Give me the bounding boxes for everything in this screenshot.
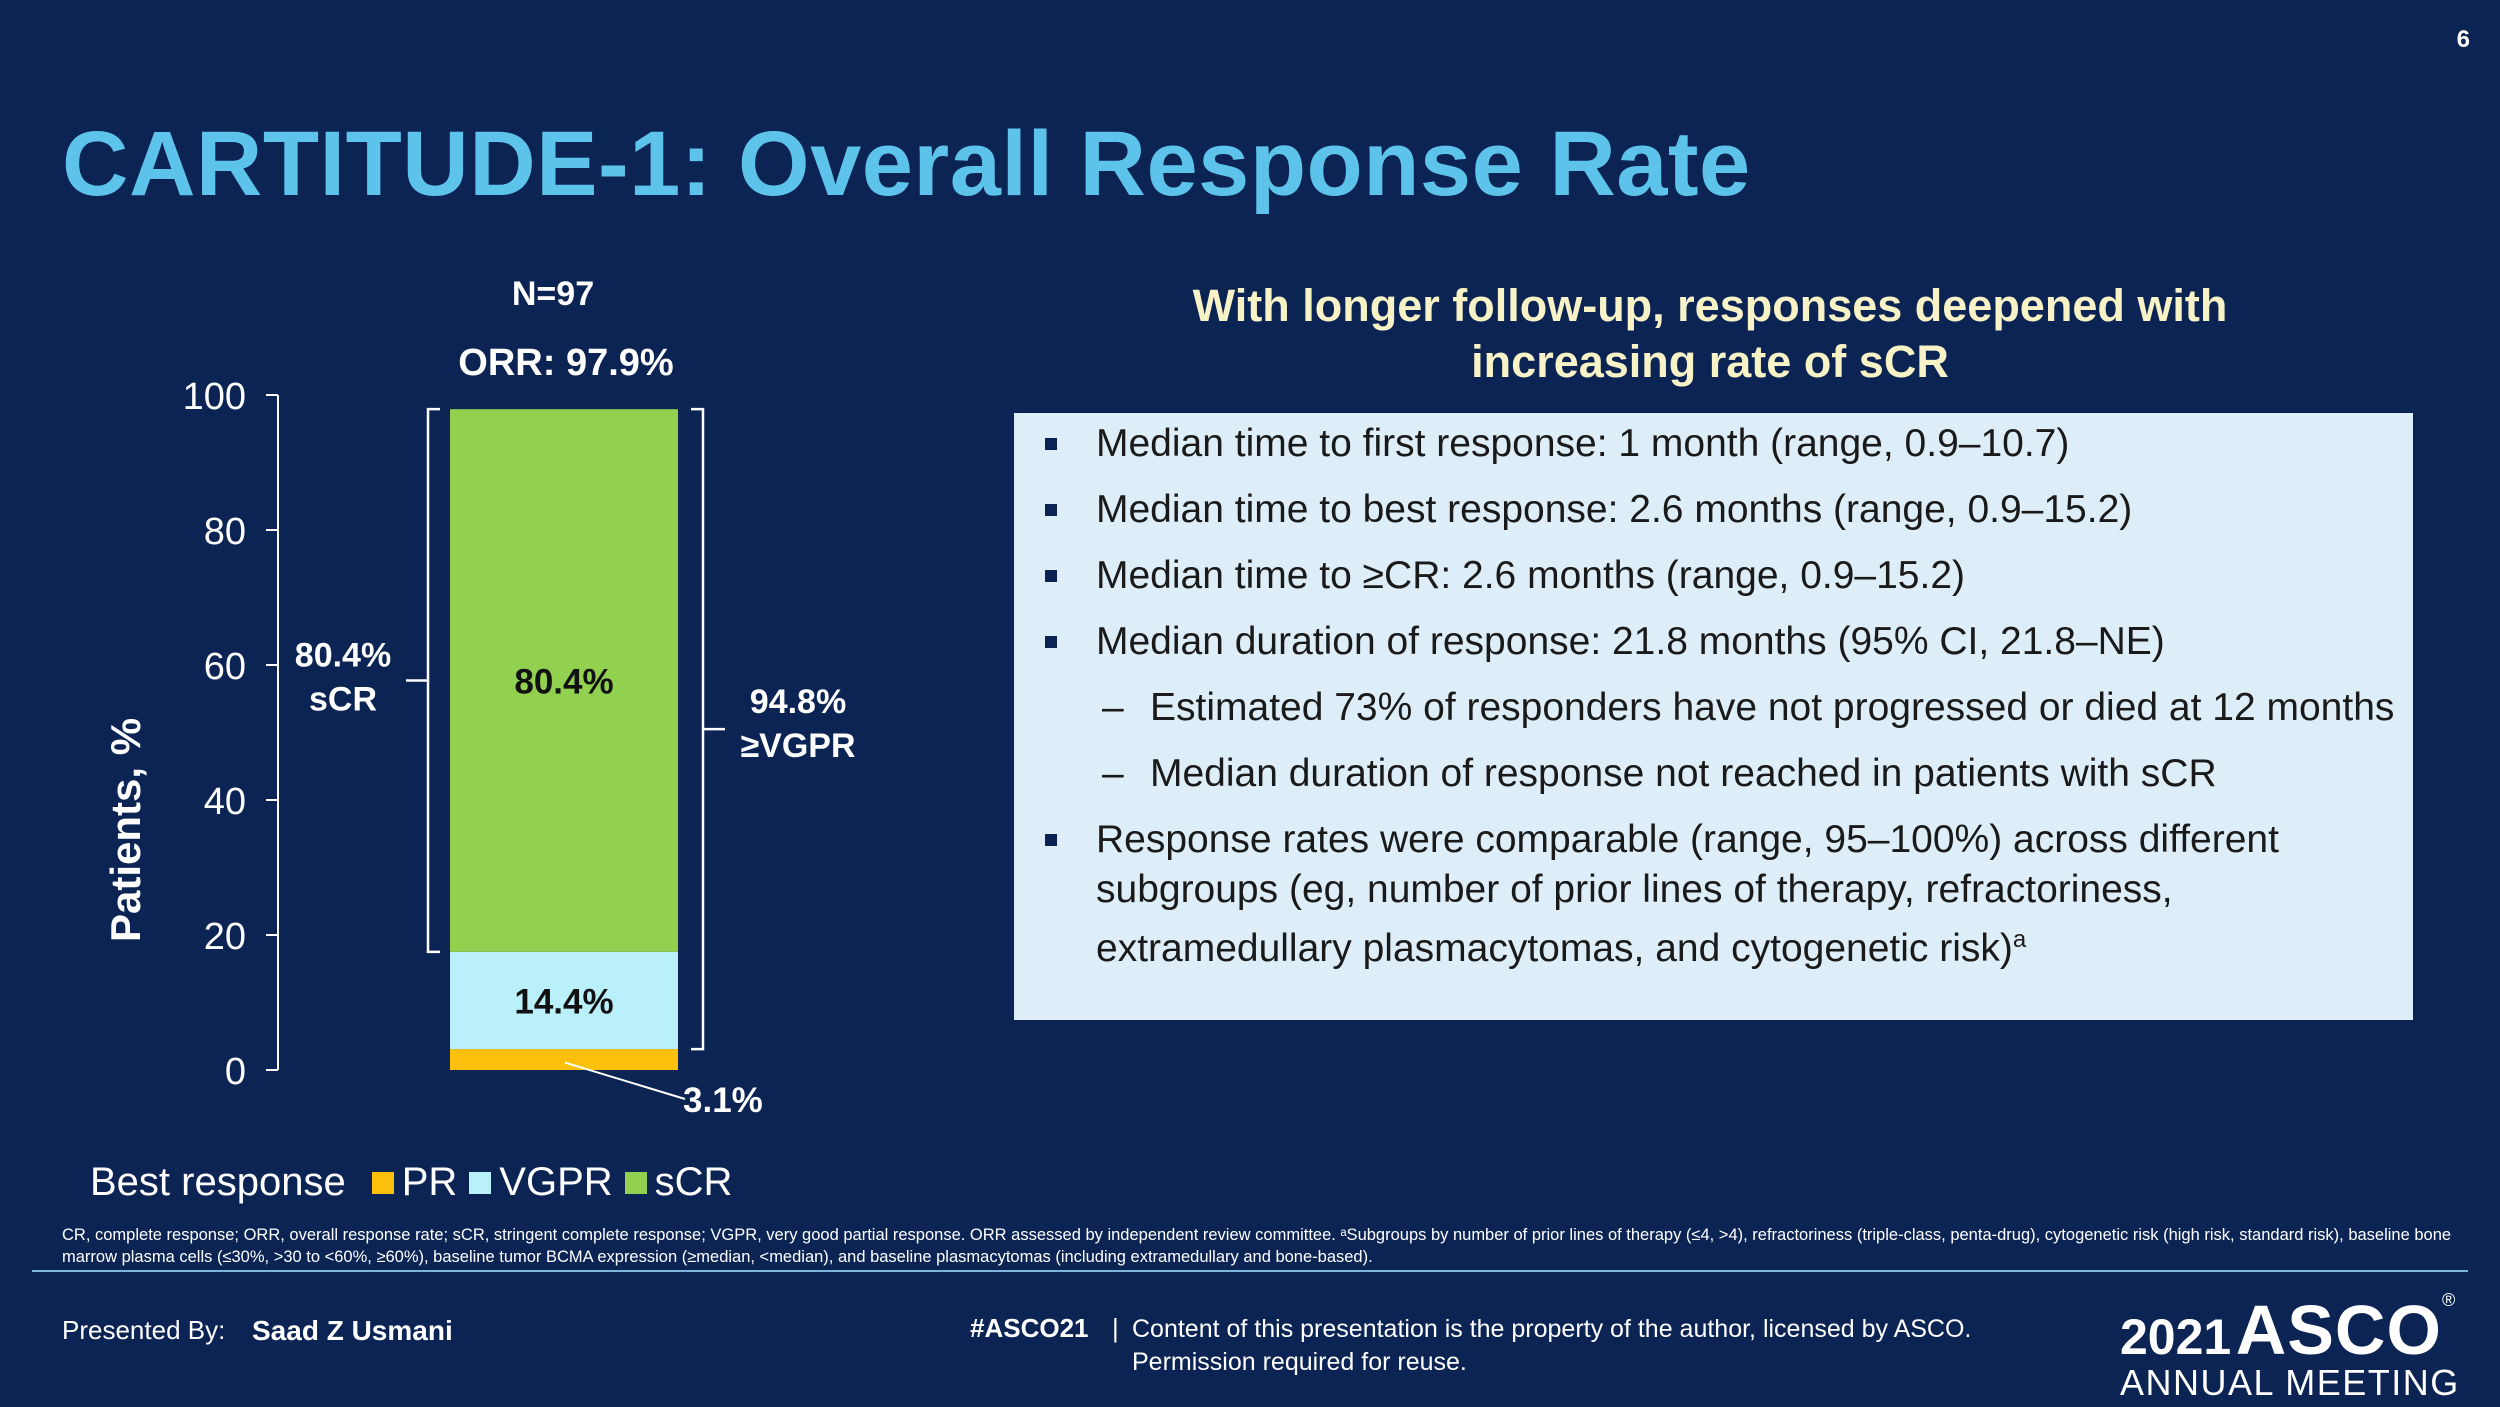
sub-bullet-item: – Estimated 73% of responders have not pr… — [1034, 683, 2395, 733]
presented-by-label: Presented By: — [62, 1315, 226, 1345]
asco-logo: 2021 ASCO® ANNUAL MEETING — [2120, 1290, 2460, 1404]
logo-year: 2021 — [2120, 1309, 2232, 1365]
footnote-marker: a — [2012, 926, 2027, 953]
footnote: CR, complete response; ORR, overall resp… — [62, 1226, 2452, 1266]
bar-segment-scr — [450, 409, 678, 952]
y-tick-label: 20 — [204, 916, 246, 958]
legend-label-vgpr: VGPR — [499, 1160, 613, 1204]
y-tick-label: 0 — [225, 1051, 246, 1093]
legend-swatch-scr — [624, 1171, 647, 1194]
rights-notice: Content of this presentation is the prop… — [1132, 1315, 1972, 1376]
y-tick-label: 40 — [204, 781, 246, 823]
right-bracket-line — [691, 407, 725, 1051]
orr-label: ORR: 97.9% — [458, 342, 673, 384]
bullet-text: Median duration of response: 21.8 months… — [1096, 620, 2165, 663]
right-bracket-label-value: 94.8% — [750, 683, 846, 721]
stacked-bar-chart: N=97 ORR: 97.9% Patients, % 0 20 40 60 80 100… — [102, 275, 856, 1120]
chart-legend: Best response PR VGPR sCR — [90, 1160, 744, 1205]
dash-bullet-icon: – — [1102, 686, 1124, 729]
bar-segment-vgpr — [450, 951, 678, 1050]
y-tick-label: 80 — [204, 511, 246, 553]
square-bullet-icon — [1045, 438, 1057, 450]
square-bullet-icon — [1045, 570, 1057, 582]
dash-bullet-icon: – — [1102, 752, 1124, 795]
legend-label-pr: PR — [401, 1160, 458, 1204]
legend-swatch-pr — [371, 1171, 394, 1194]
subtitle-line-2: increasing rate of sCR — [1471, 336, 1949, 387]
legend-item-vgpr: VGPR — [469, 1160, 613, 1205]
legend-item-scr: sCR — [624, 1160, 733, 1205]
y-tick-label: 60 — [204, 646, 246, 688]
bullet-item: Median duration of response: 21.8 months… — [1034, 617, 2395, 667]
bullet-text: Median time to first response: 1 month (… — [1096, 422, 2070, 465]
bullet-item: Median time to first response: 1 month (… — [1034, 419, 2395, 469]
legend-label-scr: sCR — [654, 1160, 733, 1204]
bar-value-label-scr: 80.4% — [514, 663, 613, 702]
left-bracket-line — [406, 407, 440, 954]
hashtag: #ASCO21 — [970, 1313, 1089, 1343]
sub-bullet-text: Median duration of response not reached … — [1150, 752, 2217, 795]
bar-value-label-vgpr: 14.4% — [514, 982, 613, 1021]
slide-number: 6 — [2456, 26, 2470, 53]
brackets: 80.4% sCR 94.8% ≥VGPR — [295, 407, 856, 1051]
sub-bullet-item: – Median duration of response not reached… — [1034, 749, 2395, 799]
bar-stack: 3.1% 14.4% 80.4% — [450, 409, 763, 1120]
bullet-item: Response rates were comparable (range, 9… — [1034, 815, 2395, 974]
bullet-text: Median time to best response: 2.6 months… — [1096, 488, 2133, 531]
sub-bullet-text: Estimated 73% of responders have not pro… — [1150, 686, 2395, 729]
callout-leader-pr — [564, 1061, 686, 1100]
slide-title: CARTITUDE-1: Overall Response Rate — [62, 113, 1751, 215]
y-tick-label: 100 — [183, 376, 246, 418]
bullet-item: Median time to best response: 2.6 months… — [1034, 485, 2395, 535]
legend-swatch-vgpr — [469, 1171, 492, 1194]
square-bullet-icon — [1045, 834, 1057, 846]
bullet-text: Response rates were comparable (range, 9… — [1096, 818, 2279, 970]
bullet-item: Median time to ≥CR: 2.6 months (range, 0… — [1034, 551, 2395, 601]
bullet-list: Median time to first response: 1 month (… — [1034, 419, 2395, 974]
y-axis: 0 20 40 60 80 100 — [183, 376, 279, 1093]
bar-segment-pr — [450, 1049, 678, 1070]
square-bullet-icon — [1045, 636, 1057, 648]
logo-name: ASCO — [2235, 1291, 2442, 1369]
left-bracket-label-name: sCR — [309, 681, 377, 719]
presenter-name: Saad Z Usmani — [252, 1315, 453, 1346]
footer-separator: | — [1112, 1313, 1119, 1343]
panel-subtitle: With longer follow-up, responses deepene… — [1010, 278, 2410, 390]
legend-item-pr: PR — [371, 1160, 458, 1205]
subtitle-line-1: With longer follow-up, responses deepene… — [1192, 280, 2228, 331]
logo-registered-mark: ® — [2441, 1290, 2456, 1310]
left-bracket-label-value: 80.4% — [295, 637, 391, 675]
key-findings-box: Median time to first response: 1 month (… — [1014, 413, 2413, 1020]
square-bullet-icon — [1045, 504, 1057, 516]
y-axis-label: Patients, % — [102, 718, 149, 942]
logo-subtitle: ANNUAL MEETING — [2120, 1362, 2460, 1403]
right-bracket-label-name: ≥VGPR — [740, 727, 855, 765]
legend-title: Best response — [90, 1160, 346, 1204]
bullet-text: Median time to ≥CR: 2.6 months (range, 0… — [1096, 554, 1966, 597]
n-label: N=97 — [512, 275, 594, 313]
footer-divider — [32, 1270, 2468, 1272]
bar-value-label-pr: 3.1% — [683, 1081, 763, 1120]
